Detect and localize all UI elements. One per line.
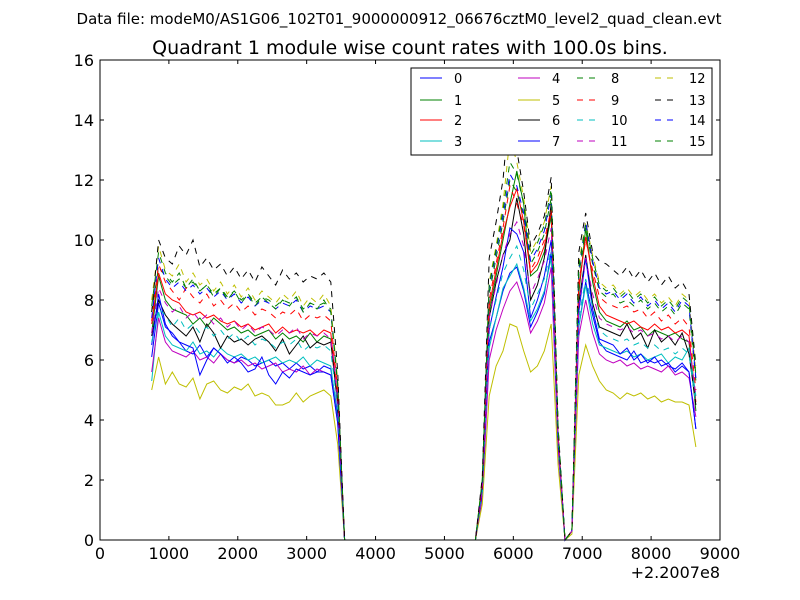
legend-item-8: 8 [577,72,619,87]
x-tick-label: 1000 [149,544,190,563]
y-tick-label: 6 [84,351,94,370]
legend-item-9: 9 [577,94,619,109]
legend-label: 9 [611,94,619,109]
legend-label: 1 [454,94,462,109]
chart-title: Quadrant 1 module wise count rates with … [152,37,668,59]
legend-frame [410,67,713,156]
legend-item-7: 7 [518,135,560,150]
legend-label: 8 [611,72,619,87]
legend-item-4: 4 [518,72,560,87]
series-line-10 [151,244,697,542]
series-line-14 [151,172,697,542]
legend-label: 0 [454,72,462,87]
legend-item-12: 12 [655,72,706,87]
x-tick-label: 4000 [355,544,396,563]
x-tick-label: 2000 [217,544,258,563]
x-tick-label: 8000 [631,544,672,563]
legend-item-13: 13 [655,94,706,109]
y-tick-label: 14 [74,111,94,130]
legend-item-15: 15 [655,135,706,150]
legend-label: 14 [689,114,706,129]
y-tick-label: 16 [74,51,94,70]
y-tick-label: 12 [74,171,94,190]
legend-label: 5 [552,94,560,109]
legend-item-5: 5 [518,94,560,109]
x-tick-label: 6000 [493,544,534,563]
y-tick-label: 0 [84,531,94,550]
x-tick-label: 0 [95,544,105,563]
x-tick-label: 5000 [424,544,465,563]
legend-label: 4 [552,72,560,87]
legend-label: 3 [454,135,462,150]
legend-item-2: 2 [420,114,462,129]
legend-label: 12 [689,72,706,87]
tick-layer: 0 1000 2000 3000 4000 5000 6000 7000 8000 9000 0 2 4… [74,51,741,563]
legend-label: 10 [611,114,628,129]
legend-label: 7 [552,135,560,150]
legend-item-0: 0 [420,72,462,87]
y-tick-label: 2 [84,471,94,490]
legend-item-14: 14 [655,114,706,129]
legend-item-3: 3 [420,135,462,150]
legend-item-11: 11 [577,135,628,150]
legend-label: 2 [454,114,462,129]
x-tick-label: 7000 [562,544,603,563]
legend-label: 15 [689,135,706,150]
x-offset-label: +2.2007e8 [631,563,720,582]
series-line-12 [151,137,697,542]
x-tick-label: 9000 [700,544,741,563]
legend-item-6: 6 [518,114,560,129]
figure-suptitle: Data file: modeM0/AS1G06_102T01_90000009… [77,10,722,29]
y-tick-label: 8 [84,291,94,310]
legend-item-10: 10 [577,114,628,129]
x-tick-label: 3000 [286,544,327,563]
legend-label: 13 [689,94,706,109]
legend-label: 6 [552,114,560,129]
y-tick-label: 4 [84,411,94,430]
y-tick-label: 10 [74,231,94,250]
legend-label: 11 [611,135,628,150]
legend-item-1: 1 [420,94,462,109]
series-line-15 [151,160,697,542]
